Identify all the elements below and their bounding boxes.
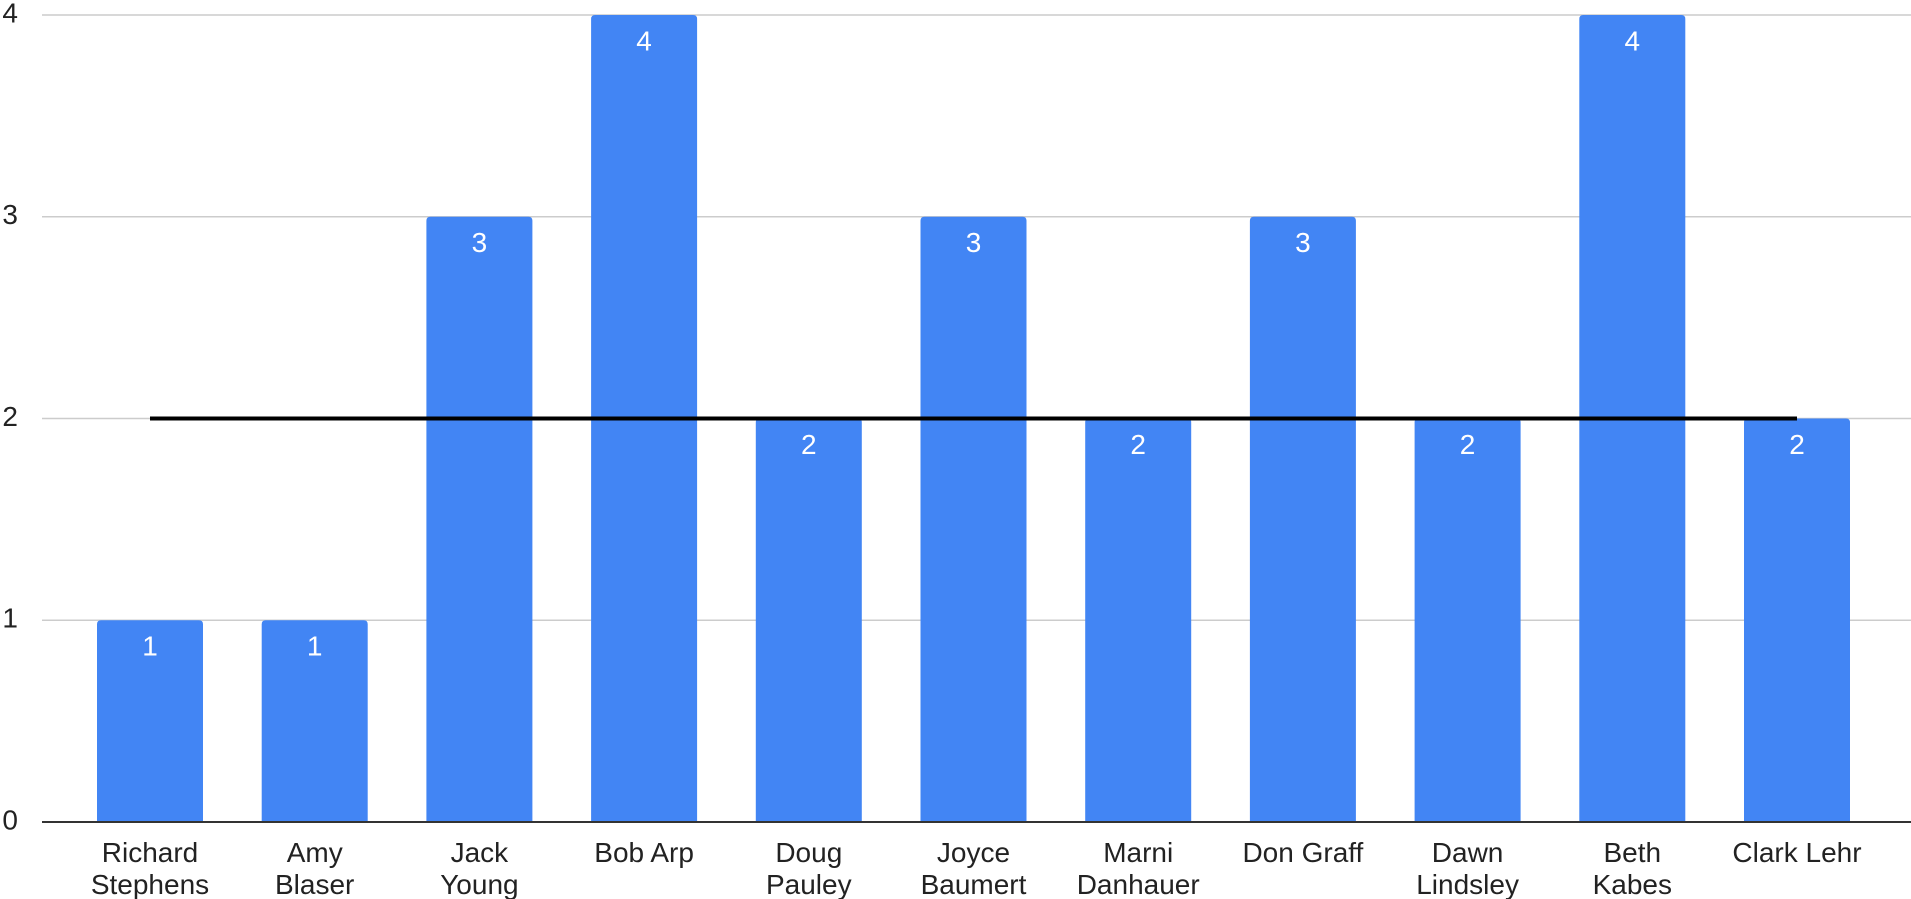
data-label: 1 [307, 631, 323, 662]
bar [1085, 418, 1192, 822]
data-label: 3 [966, 227, 982, 258]
bar [426, 216, 533, 822]
bar [920, 216, 1027, 822]
x-tick-label: Lindsley [1416, 869, 1519, 899]
bar [1249, 216, 1356, 822]
y-tick-label: 3 [2, 199, 18, 230]
data-label: 2 [1460, 429, 1476, 460]
data-label: 1 [142, 631, 158, 662]
x-tick-label: Young [440, 869, 518, 899]
data-label: 2 [801, 429, 817, 460]
data-label: 4 [636, 25, 652, 56]
x-tick-label: Don Graff [1242, 837, 1363, 868]
x-tick-label: Beth [1603, 837, 1661, 868]
x-tick-label: Dawn [1432, 837, 1504, 868]
x-tick-label: Bob Arp [594, 837, 694, 868]
y-tick-label: 4 [2, 0, 18, 28]
x-tick-label: Amy [287, 837, 343, 868]
bar [261, 620, 368, 822]
y-tick-label: 0 [2, 804, 18, 835]
x-tick-label: Stephens [91, 869, 209, 899]
x-tick-label: Richard [102, 837, 198, 868]
data-label: 2 [1130, 429, 1146, 460]
y-tick-label: 2 [2, 401, 18, 432]
x-tick-label: Joyce [937, 837, 1010, 868]
x-tick-label: Marni [1103, 837, 1173, 868]
x-tick-label: Clark Lehr [1732, 837, 1861, 868]
data-label: 3 [472, 227, 488, 258]
x-tick-label: Pauley [766, 869, 852, 899]
data-label: 2 [1789, 429, 1805, 460]
data-label: 4 [1625, 25, 1641, 56]
bar [97, 620, 203, 822]
x-tick-label: Jack [451, 837, 510, 868]
x-tick-label: Danhauer [1077, 869, 1200, 899]
x-tick-label: Kabes [1593, 869, 1672, 899]
y-tick-label: 1 [2, 603, 18, 634]
bar [755, 418, 862, 822]
x-tick-label: Baumert [921, 869, 1027, 899]
data-label: 3 [1295, 227, 1311, 258]
bar [1414, 418, 1521, 822]
x-tick-label: Doug [775, 837, 842, 868]
x-tick-label: Blaser [275, 869, 354, 899]
bar [1744, 418, 1850, 822]
